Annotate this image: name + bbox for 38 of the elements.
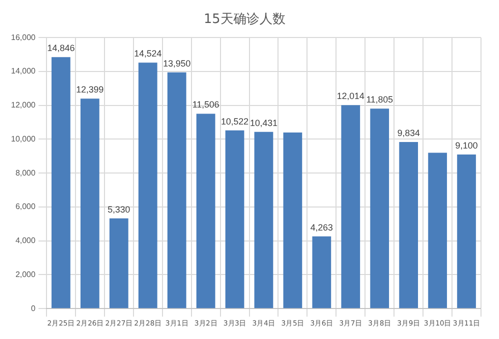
y-tick-label: 10,000 <box>11 134 36 144</box>
data-label: 14,846 <box>47 43 75 54</box>
bar <box>167 72 186 308</box>
y-tick-label: 14,000 <box>11 66 36 76</box>
bar <box>312 236 332 308</box>
y-tick-label: 4,000 <box>15 236 36 246</box>
y-tick-label: 12,000 <box>11 100 36 110</box>
bar <box>283 132 302 308</box>
data-label: 11,506 <box>192 100 220 110</box>
data-label: 10,431 <box>250 118 278 128</box>
data-label: 10,522 <box>221 116 249 126</box>
bar <box>370 108 390 308</box>
y-tick-label: 8,000 <box>15 168 36 178</box>
data-label: 11,805 <box>366 94 394 105</box>
bar <box>52 57 70 308</box>
y-tick-label: 6,000 <box>15 202 36 212</box>
y-tick-label: 2,000 <box>15 270 36 279</box>
data-label: 5,330 <box>108 204 130 214</box>
y-tick-label: 0 <box>31 304 36 313</box>
data-label: 12,399 <box>76 84 104 95</box>
bar <box>196 114 216 308</box>
bar <box>254 132 274 308</box>
chart-title: 15天确诊人数 <box>204 12 286 28</box>
y-tick-label: 16,000 <box>11 32 36 42</box>
bar <box>80 98 100 308</box>
bar <box>428 152 447 308</box>
bar <box>341 105 360 308</box>
data-label: 9,834 <box>397 128 420 138</box>
bar <box>399 142 418 308</box>
data-label: 12,014 <box>336 91 364 102</box>
data-label: 13,950 <box>163 58 191 68</box>
bar <box>457 154 476 308</box>
data-label: 9,100 <box>455 140 478 150</box>
data-label: 4,263 <box>310 222 333 232</box>
bar <box>138 62 158 308</box>
bar <box>109 218 128 308</box>
bar <box>225 130 244 308</box>
data-label: 14,524 <box>134 48 162 59</box>
